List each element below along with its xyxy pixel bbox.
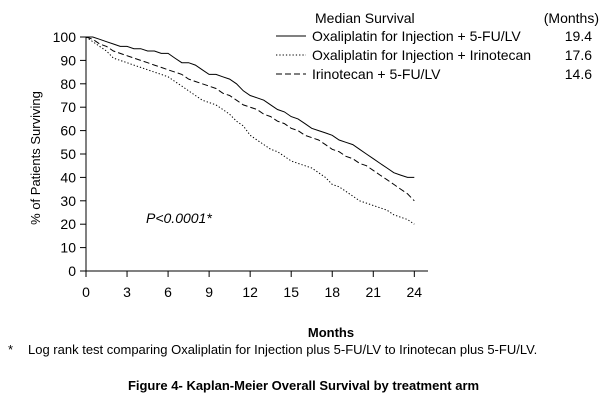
- x-tick-label: 3: [123, 284, 131, 300]
- legend-unit-header: (Months): [544, 10, 599, 26]
- chart-legend: Median Survival (Months) Oxaliplatin for I…: [276, 10, 599, 82]
- footnote-text: Log rank test comparing Oxaliplatin for …: [28, 342, 538, 357]
- y-tick-label: 100: [53, 29, 77, 45]
- x-tick-label: 6: [164, 284, 172, 300]
- series-line-1: [86, 36, 415, 178]
- series-line-2: [85, 36, 415, 225]
- y-tick-label: 70: [60, 99, 76, 115]
- footnote: * Log rank test comparing Oxaliplatin for…: [8, 342, 537, 357]
- p-value-annotation: P<0.0001*: [146, 210, 212, 226]
- y-tick-label: 20: [60, 216, 76, 232]
- legend-series-median: 17.6: [565, 47, 592, 63]
- x-tick-label: 24: [407, 284, 423, 300]
- figure-caption: Figure 4- Kaplan-Meier Overall Survival …: [127, 378, 480, 393]
- y-tick-label: 60: [60, 123, 76, 139]
- legend-series-median: 14.6: [565, 66, 592, 82]
- legend-series-name: Oxaliplatin for Injection + Irinotecan: [312, 47, 531, 63]
- y-tick-label: 80: [60, 76, 76, 92]
- y-tick-label: 40: [60, 169, 76, 185]
- x-tick-label: 15: [283, 284, 299, 300]
- y-axis-label: % of Patients Surviving: [28, 91, 43, 225]
- x-tick-label: 18: [324, 284, 340, 300]
- y-tick-label: 50: [60, 146, 76, 162]
- y-tick-label: 90: [60, 52, 76, 68]
- series-line-3: [85, 36, 415, 202]
- chart-axes: 0 10 20 30 40 50 60 70 80 90 100 0 3 6 9 12 15 18 21 24: [53, 29, 428, 300]
- x-axis-label: Months: [308, 325, 354, 340]
- footnote-marker: *: [8, 342, 14, 357]
- legend-series-median: 19.4: [565, 28, 592, 44]
- y-tick-label: 0: [68, 263, 76, 279]
- survival-chart: 0 10 20 30 40 50 60 70 80 90 100 0 3 6 9 12 15 18 21 24 Med…: [28, 10, 599, 340]
- legend-series-name: Irinotecan + 5-FU/LV: [312, 66, 441, 82]
- x-tick-label: 0: [82, 284, 90, 300]
- x-tick-label: 9: [205, 284, 213, 300]
- legend-series-name: Oxaliplatin for Injection + 5-FU/LV: [312, 28, 521, 44]
- series-layer: [85, 36, 415, 225]
- legend-title: Median Survival: [315, 10, 415, 26]
- y-tick-label: 10: [60, 240, 76, 256]
- y-tick-label: 30: [60, 193, 76, 209]
- x-tick-label: 12: [242, 284, 258, 300]
- x-tick-label: 21: [365, 284, 381, 300]
